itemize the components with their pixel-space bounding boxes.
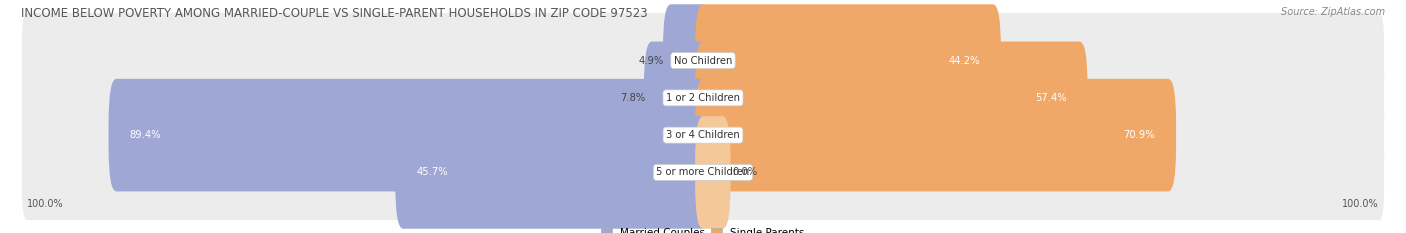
FancyBboxPatch shape (695, 79, 1175, 192)
Text: 45.7%: 45.7% (416, 168, 449, 177)
FancyBboxPatch shape (22, 50, 1384, 146)
FancyBboxPatch shape (644, 41, 711, 154)
FancyBboxPatch shape (695, 4, 1001, 117)
FancyBboxPatch shape (108, 79, 711, 192)
FancyBboxPatch shape (695, 116, 731, 229)
FancyBboxPatch shape (22, 13, 1384, 108)
Text: 44.2%: 44.2% (949, 56, 980, 65)
Text: No Children: No Children (673, 56, 733, 65)
Legend: Married Couples, Single Parents: Married Couples, Single Parents (598, 224, 808, 233)
Text: 3 or 4 Children: 3 or 4 Children (666, 130, 740, 140)
Text: 4.9%: 4.9% (640, 56, 664, 65)
FancyBboxPatch shape (22, 87, 1384, 183)
Text: 0.0%: 0.0% (733, 168, 758, 177)
Text: 89.4%: 89.4% (129, 130, 162, 140)
FancyBboxPatch shape (695, 41, 1087, 154)
Text: 7.8%: 7.8% (620, 93, 645, 103)
Text: 100.0%: 100.0% (1343, 199, 1379, 209)
Text: INCOME BELOW POVERTY AMONG MARRIED-COUPLE VS SINGLE-PARENT HOUSEHOLDS IN ZIP COD: INCOME BELOW POVERTY AMONG MARRIED-COUPL… (21, 7, 648, 20)
Text: Source: ZipAtlas.com: Source: ZipAtlas.com (1281, 7, 1385, 17)
FancyBboxPatch shape (395, 116, 711, 229)
Text: 100.0%: 100.0% (27, 199, 63, 209)
FancyBboxPatch shape (664, 4, 711, 117)
Text: 57.4%: 57.4% (1035, 93, 1067, 103)
Text: 1 or 2 Children: 1 or 2 Children (666, 93, 740, 103)
Text: 5 or more Children: 5 or more Children (657, 168, 749, 177)
FancyBboxPatch shape (22, 125, 1384, 220)
Text: 70.9%: 70.9% (1123, 130, 1156, 140)
